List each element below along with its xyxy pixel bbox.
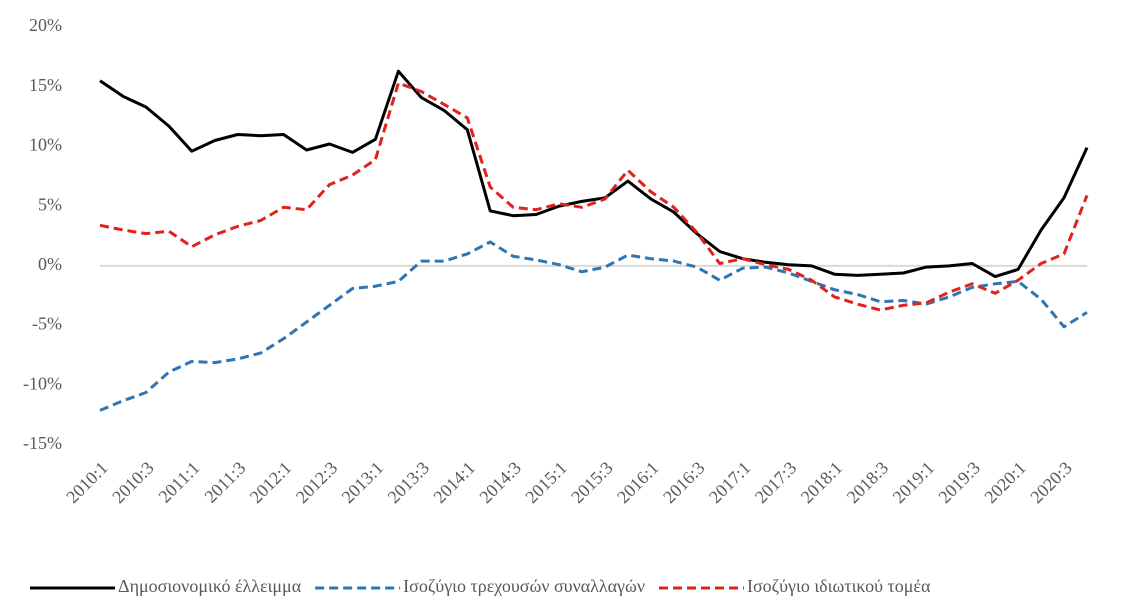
x-tick-label: 2013:1 <box>338 458 388 508</box>
x-tick-label: 2011:1 <box>155 458 204 507</box>
x-tick-label: 2017:3 <box>751 458 801 508</box>
x-tick-label: 2013:3 <box>384 458 434 508</box>
y-tick-label: -15% <box>23 433 62 453</box>
x-tick-label: 2018:3 <box>843 458 893 508</box>
x-tick-label: 2014:1 <box>429 458 479 508</box>
series-line <box>99 240 1088 412</box>
y-tick-label: 10% <box>29 135 62 155</box>
y-tick-label: -5% <box>32 314 62 334</box>
y-tick-label: -10% <box>23 373 62 393</box>
x-tick-label: 2012:1 <box>246 458 296 508</box>
x-tick-label: 2012:3 <box>292 458 342 508</box>
series-line <box>99 69 1089 279</box>
y-tick-label: 0% <box>38 254 62 274</box>
x-tick-label: 2014:3 <box>475 458 525 508</box>
x-tick-label: 2011:3 <box>200 458 249 507</box>
legend-item: Ισοζύγιο ιδιωτικού τομέα <box>658 576 931 596</box>
legend-item: Ισοζύγιο τρεχουσών συναλλαγών <box>315 576 645 596</box>
legend-label: Ισοζύγιο ιδιωτικού τομέα <box>747 576 931 596</box>
y-tick-label: 20% <box>29 15 62 35</box>
x-tick-label: 2019:1 <box>889 458 939 508</box>
x-tick-label: 2020:3 <box>1026 458 1076 508</box>
x-tick-label: 2018:1 <box>797 458 847 508</box>
y-tick-label: 15% <box>29 75 62 95</box>
x-tick-label: 2019:3 <box>934 458 984 508</box>
legend-label: Δημοσιονομικό έλλειμμα <box>118 576 302 596</box>
x-tick-label: 2015:3 <box>567 458 617 508</box>
x-tick-label: 2020:1 <box>980 458 1030 508</box>
x-tick-label: 2015:1 <box>521 458 571 508</box>
legend-item: Δημοσιονομικό έλλειμμα <box>30 576 302 596</box>
x-tick-label: 2010:3 <box>108 458 158 508</box>
y-tick-label: 5% <box>38 194 62 214</box>
x-tick-label: 2017:1 <box>705 458 755 508</box>
x-tick-label: 2016:1 <box>613 458 663 508</box>
x-tick-label: 2010:1 <box>62 458 112 508</box>
x-tick-label: 2016:3 <box>659 458 709 508</box>
series-line <box>99 81 1089 312</box>
legend-label: Ισοζύγιο τρεχουσών συναλλαγών <box>403 576 645 596</box>
